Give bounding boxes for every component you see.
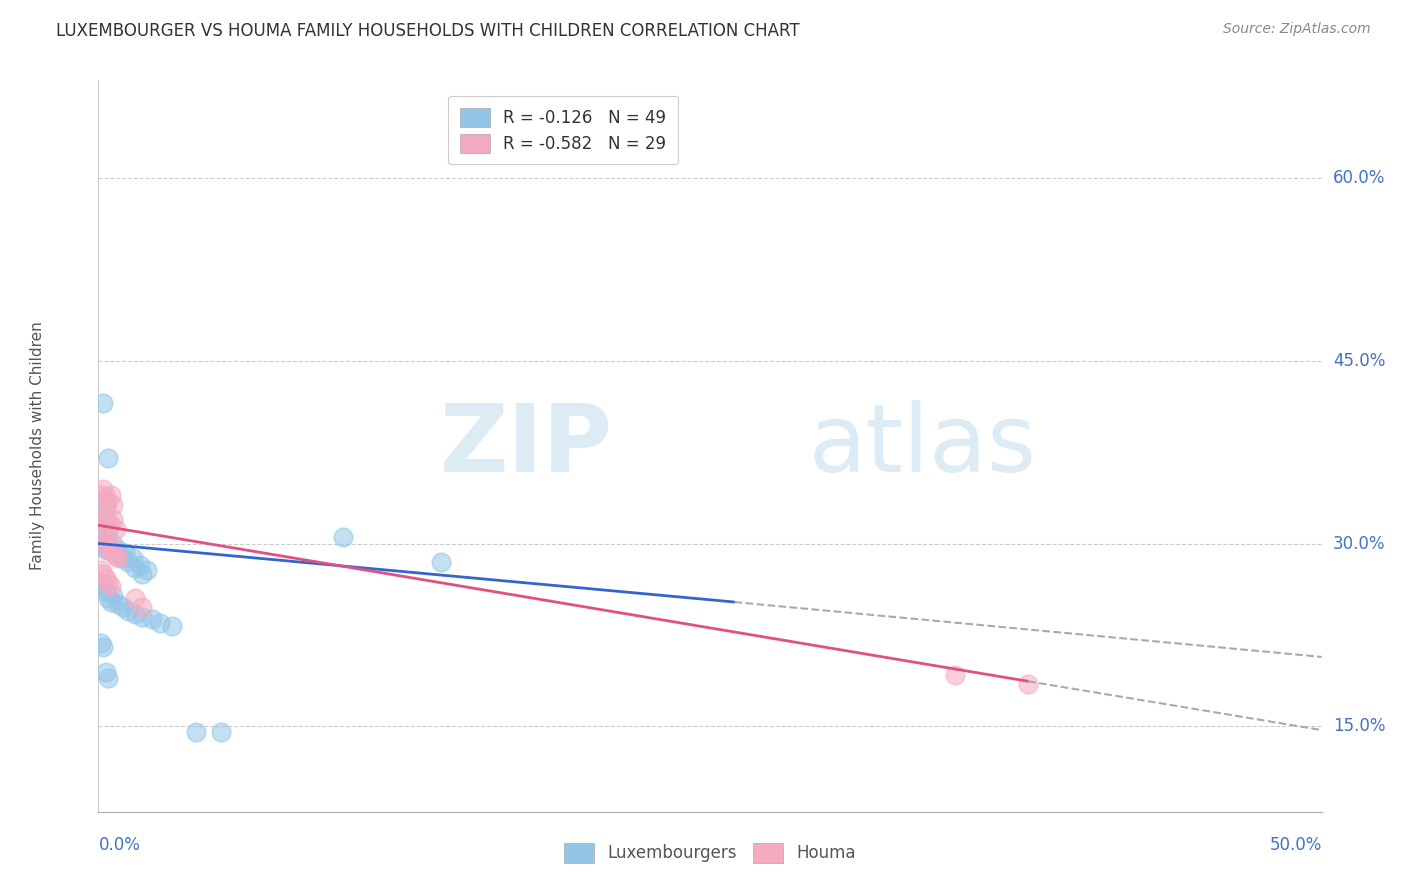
- Point: [90, 563, 112, 577]
- Point: [131, 567, 153, 582]
- Point: [101, 512, 124, 526]
- Point: [94, 585, 117, 599]
- Point: [131, 599, 153, 614]
- Text: 15.0%: 15.0%: [1333, 717, 1385, 735]
- Point: [94, 665, 117, 679]
- Point: [94, 490, 117, 504]
- Point: [100, 488, 122, 502]
- Point: [101, 498, 124, 512]
- Point: [107, 598, 129, 612]
- Point: [104, 522, 127, 536]
- Point: [100, 539, 122, 553]
- Point: [90, 536, 112, 550]
- Text: Family Households with Children: Family Households with Children: [30, 322, 45, 570]
- Point: [97, 494, 120, 508]
- Point: [101, 588, 124, 602]
- Point: [104, 546, 127, 560]
- Point: [117, 604, 139, 618]
- Point: [1017, 677, 1039, 691]
- Text: Source: ZipAtlas.com: Source: ZipAtlas.com: [1223, 22, 1371, 37]
- Point: [94, 542, 117, 557]
- Point: [209, 725, 232, 739]
- Point: [94, 500, 117, 514]
- Point: [110, 549, 132, 563]
- Point: [149, 615, 172, 630]
- Point: [100, 542, 122, 557]
- Point: [117, 555, 139, 569]
- Point: [97, 591, 120, 606]
- Point: [124, 607, 146, 622]
- Point: [91, 530, 114, 544]
- Point: [90, 488, 112, 502]
- Point: [97, 451, 120, 466]
- Point: [160, 619, 183, 633]
- Text: atlas: atlas: [808, 400, 1036, 492]
- Point: [90, 636, 112, 650]
- Point: [111, 551, 134, 566]
- Point: [97, 542, 120, 557]
- Point: [97, 575, 120, 590]
- Point: [94, 536, 117, 550]
- Point: [100, 595, 122, 609]
- Point: [91, 567, 114, 582]
- Point: [943, 668, 966, 682]
- Point: [91, 539, 114, 553]
- Text: 30.0%: 30.0%: [1333, 534, 1385, 552]
- Point: [97, 515, 120, 529]
- Point: [100, 579, 122, 593]
- Text: LUXEMBOURGER VS HOUMA FAMILY HOUSEHOLDS WITH CHILDREN CORRELATION CHART: LUXEMBOURGER VS HOUMA FAMILY HOUSEHOLDS …: [56, 22, 800, 40]
- Point: [94, 506, 117, 520]
- Point: [90, 500, 112, 514]
- Point: [131, 609, 153, 624]
- Point: [91, 512, 114, 526]
- Point: [101, 536, 124, 550]
- Point: [114, 546, 136, 560]
- Point: [97, 671, 120, 685]
- Point: [107, 551, 129, 566]
- Text: 60.0%: 60.0%: [1333, 169, 1385, 186]
- Point: [90, 526, 112, 541]
- Point: [94, 571, 117, 585]
- Point: [90, 575, 112, 590]
- Point: [107, 542, 129, 557]
- Point: [90, 524, 112, 539]
- Point: [100, 518, 122, 533]
- Text: ZIP: ZIP: [439, 400, 612, 492]
- Point: [91, 396, 114, 410]
- Point: [97, 536, 120, 550]
- Text: 0.0%: 0.0%: [98, 836, 141, 855]
- Point: [91, 518, 114, 533]
- Point: [91, 640, 114, 655]
- Point: [104, 549, 127, 563]
- Point: [91, 579, 114, 593]
- Point: [101, 546, 124, 560]
- Point: [332, 530, 354, 544]
- Point: [111, 599, 134, 614]
- Point: [91, 494, 114, 508]
- Legend: Luxembourgers, Houma: Luxembourgers, Houma: [557, 837, 863, 869]
- Point: [124, 561, 146, 575]
- Point: [121, 551, 143, 566]
- Point: [186, 725, 208, 739]
- Point: [136, 563, 159, 577]
- Point: [129, 558, 152, 573]
- Point: [124, 591, 146, 606]
- Point: [141, 612, 163, 626]
- Text: 45.0%: 45.0%: [1333, 351, 1385, 369]
- Text: 50.0%: 50.0%: [1270, 836, 1322, 855]
- Point: [94, 530, 117, 544]
- Point: [699, 829, 721, 843]
- Point: [97, 524, 120, 539]
- Point: [430, 555, 453, 569]
- Point: [91, 482, 114, 496]
